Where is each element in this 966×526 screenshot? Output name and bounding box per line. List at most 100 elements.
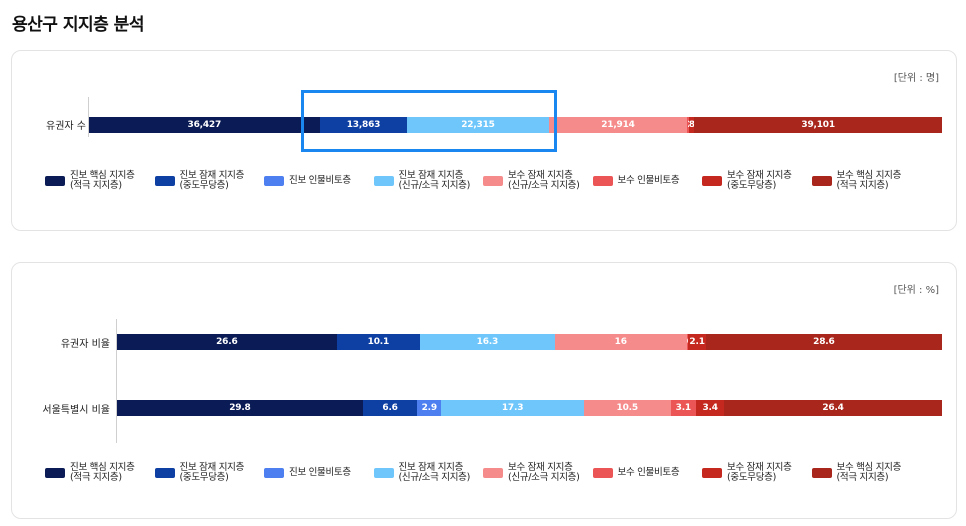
row-label-voter-ratio: 유권자 비율 [60,339,110,350]
legend-swatch [483,176,503,186]
data-label: 26.6 [216,337,238,347]
legend-item: 보수 인물비토층 [592,463,703,483]
data-label: 26.4 [822,403,844,413]
legend-item: 보수 인물비토층 [592,171,703,191]
row-label-seoul-ratio: 서울특별시 비율 [42,405,110,416]
legend-label: 보수 잠재 지지층 (중도무당층) [727,170,792,191]
legend-swatch [592,176,613,186]
page-title: 용산구 지지층 분석 [12,15,144,35]
legend-swatch [264,468,284,478]
legend-label: 보수 인물비토층 [617,467,680,478]
legend-label: 진보 잠재 지지층 (중도무당층) [179,170,245,191]
legend-label: 보수 잠재 지지층 (신규/소극 지지층) [508,462,580,483]
bar-segment: 10.1 [336,334,421,350]
legend-label: 보수 잠재 지지층 (중도무당층) [727,462,792,483]
legend-item: 진보 핵심 지지층 (적극 지지층) [45,463,155,483]
legend-item: 보수 핵심 지지층 (적극 지지층) [811,170,922,191]
bar-segment: 16.3 [420,334,555,350]
data-label: 39,101 [801,120,835,130]
bar-segment: 26.4 [724,400,942,416]
unit-label: [단위 : %] [893,285,939,296]
bar-segment: 16 [554,334,687,350]
data-label: 17.3 [501,403,524,413]
legend-swatch [811,468,832,478]
bar-segment: 26.6 [117,334,337,350]
bar-segment: 10.5 [583,400,671,416]
bar-segment: 2.9 [417,400,442,416]
legend-swatch [702,468,722,478]
data-label: 16.3 [476,337,499,347]
data-label: 36,427 [187,120,222,130]
legend-item: 진보 인물비토층 [264,171,374,191]
legend-item: 보수 잠재 지지층 (중도무당층) [702,463,812,483]
bar-segment: 13,863 [319,117,408,133]
stacked-bar-voter-ratio: 26.610.1016.3160.22.128.6 [117,334,942,350]
legend-item: 진보 잠재 지지층 (중도무당층) [154,462,265,483]
bar-segment: 21,914 [548,117,688,133]
legend: 진보 핵심 지지층 (적극 지지층) 진보 잠재 지지층 (중도무당층) 진보 인물비토… [45,463,921,483]
bar-segment: 29.8 [117,400,363,416]
legend-label: 보수 인물비토층 [617,175,680,186]
bar-segment: 22,315 [407,117,549,133]
legend-swatch [154,468,175,478]
data-label: 6.6 [382,403,398,413]
legend-label: 진보 잠재 지지층 (중도무당층) [179,462,245,483]
legend: 진보 핵심 지지층 (적극 지지층) 진보 잠재 지지층 (중도무당층) 진보 인물비토… [45,171,921,191]
data-label: 22,315 [461,120,495,130]
data-label: 3.1 [675,403,692,413]
data-label: 16 [614,337,627,347]
legend-item: 진보 잠재 지지층 (신규/소극 지지층) [373,462,484,483]
stacked-bar-seoul-ratio: 29.8 6.6 2.9 17.3 10.5 3.1 3.4 26.4 [117,400,942,416]
legend-swatch [264,176,284,186]
y-axis-line [88,97,89,137]
legend-item: 진보 인물비토층 [264,463,374,483]
data-label: 10.1 [367,337,390,347]
legend-swatch [373,176,394,186]
legend-item: 보수 잠재 지지층 (신규/소극 지지층) [483,463,593,483]
bar-segment: 2.1 [688,334,706,350]
data-label: 10.5 [616,403,639,413]
data-label: 2.9 [421,403,438,413]
legend-swatch [702,176,722,186]
legend-swatch [483,468,503,478]
legend-label: 보수 잠재 지지층 (신규/소극 지지층) [508,170,580,191]
legend-swatch [373,468,394,478]
legend-label: 진보 잠재 지지층 (신규/소극 지지층) [398,462,471,483]
data-label: 28.6 [813,337,835,347]
legend-swatch [45,176,65,186]
legend-label: 진보 핵심 지지층 (적극 지지층) [70,170,135,191]
legend-label: 보수 핵심 지지층 (적극 지지층) [836,170,902,191]
bar-segment: 17.3 [441,400,584,416]
legend-item: 보수 잠재 지지층 (신규/소극 지지층) [483,171,593,191]
legend-item: 보수 잠재 지지층 (중도무당층) [702,171,812,191]
voter-count-panel: [단위 : 명] 유권자 수 36,42713,863022,31521,914… [11,50,957,231]
data-label: 21,914 [601,120,635,130]
bar-segment: 39,101 [694,117,942,133]
legend-swatch [45,468,65,478]
legend-label: 진보 인물비토층 [289,467,351,478]
bar-segment: 3.4 [696,400,725,416]
data-label: 29.8 [229,403,251,413]
y-axis-line [116,319,117,443]
legend-swatch [811,176,832,186]
bar-segment: 3.1 [670,400,697,416]
bar-segment: 36,427 [89,117,320,133]
unit-label: [단위 : 명] [893,73,939,84]
data-label: 2.1 [689,337,705,347]
legend-item: 진보 핵심 지지층 (적극 지지층) [45,171,155,191]
legend-label: 보수 핵심 지지층 (적극 지지층) [836,462,902,483]
row-label-voters: 유권자 수 [46,121,86,132]
voter-ratio-panel: [단위 : %] 유권자 비율 26.610.1016.3160.22.128.… [11,262,957,519]
legend-swatch [592,468,613,478]
data-label: 3.4 [702,403,718,413]
legend-label: 진보 핵심 지지층 (적극 지지층) [70,462,135,483]
bar-segment: 28.6 [705,334,942,350]
legend-item: 진보 잠재 지지층 (중도무당층) [154,170,265,191]
legend-label: 진보 인물비토층 [289,175,351,186]
legend-swatch [154,176,175,186]
data-label: 13,863 [346,120,381,130]
legend-item: 보수 핵심 지지층 (적극 지지층) [811,462,922,483]
highlight-box [301,90,557,152]
legend-label: 진보 잠재 지지층 (신규/소극 지지층) [398,170,471,191]
